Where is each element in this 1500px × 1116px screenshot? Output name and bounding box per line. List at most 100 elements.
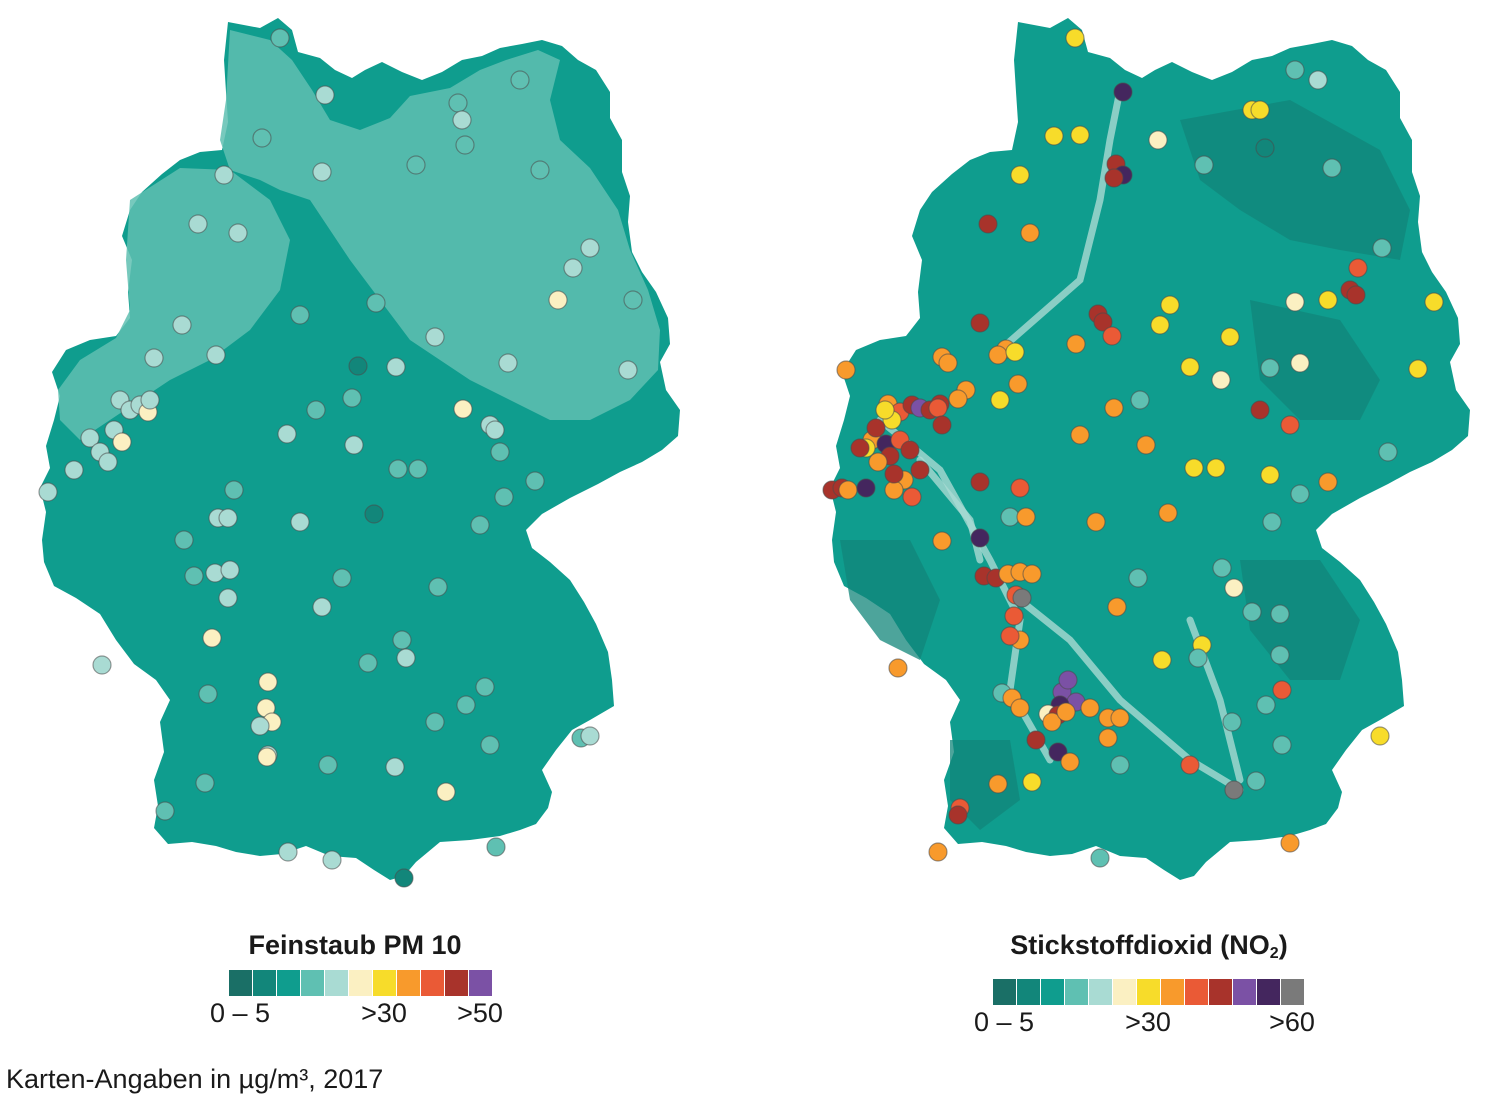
- measurement-station-marker: [1058, 670, 1078, 690]
- measurement-station-marker: [1066, 334, 1086, 354]
- no2-stations: [822, 28, 1444, 868]
- legend-swatch: [229, 970, 252, 996]
- measurement-station-marker: [332, 568, 352, 588]
- measurement-station-marker: [92, 655, 112, 675]
- measurement-station-marker: [486, 837, 506, 857]
- measurement-station-marker: [485, 420, 505, 440]
- legend-swatch: [301, 970, 324, 996]
- measurement-station-marker: [202, 628, 222, 648]
- measurement-station-marker: [1044, 126, 1064, 146]
- measurement-station-marker: [530, 160, 550, 180]
- measurement-station-marker: [1408, 359, 1428, 379]
- measurement-station-marker: [1060, 752, 1080, 772]
- no2-legend-title-text: Stickstoffdioxid (NO: [1010, 930, 1270, 960]
- measurement-station-marker: [436, 782, 456, 802]
- measurement-station-marker: [1136, 435, 1156, 455]
- measurement-station-marker: [1194, 155, 1214, 175]
- measurement-station-marker: [1010, 165, 1030, 185]
- measurement-station-marker: [406, 155, 426, 175]
- measurement-station-marker: [902, 487, 922, 507]
- measurement-station-marker: [1042, 712, 1062, 732]
- measurement-station-marker: [1290, 484, 1310, 504]
- measurement-station-marker: [1022, 772, 1042, 792]
- measurement-station-marker: [155, 801, 175, 821]
- measurement-station-marker: [970, 313, 990, 333]
- measurement-station-marker: [1260, 465, 1280, 485]
- measurement-station-marker: [188, 214, 208, 234]
- legend-swatch: [1017, 979, 1040, 1005]
- measurement-station-marker: [623, 290, 643, 310]
- pm10-legend-title-text: Feinstaub PM 10: [248, 930, 462, 960]
- measurement-station-marker: [494, 487, 514, 507]
- pm10-legend: Feinstaub PM 10 0 – 5 >30 >50: [210, 928, 503, 1030]
- legend-swatch: [1161, 979, 1184, 1005]
- measurement-station-marker: [1206, 458, 1226, 478]
- measurement-station-marker: [1098, 728, 1118, 748]
- measurement-station-marker: [1348, 258, 1368, 278]
- pm10-legend-colorbar: [229, 970, 493, 996]
- measurement-station-marker: [1212, 558, 1232, 578]
- legend-tick-label: >50: [457, 998, 503, 1028]
- measurement-station-marker: [218, 508, 238, 528]
- measurement-station-marker: [1080, 698, 1100, 718]
- measurement-station-marker: [218, 588, 238, 608]
- measurement-station-marker: [1093, 312, 1113, 332]
- measurement-station-marker: [470, 515, 490, 535]
- measurement-station-marker: [174, 530, 194, 550]
- measurement-station-marker: [1424, 292, 1444, 312]
- measurement-station-marker: [618, 360, 638, 380]
- no2-map-svg: [822, 18, 1470, 880]
- no2-legend-title-subscript: 2: [1269, 945, 1279, 962]
- measurement-station-marker: [228, 223, 248, 243]
- measurement-station-marker: [1160, 295, 1180, 315]
- measurement-station-marker: [978, 214, 998, 234]
- measurement-station-marker: [1260, 358, 1280, 378]
- measurement-station-marker: [1285, 292, 1305, 312]
- measurement-station-marker: [1026, 730, 1046, 750]
- measurement-station-marker: [38, 482, 58, 502]
- measurement-station-marker: [1022, 564, 1042, 584]
- measurement-station-marker: [1262, 512, 1282, 532]
- measurement-station-marker: [386, 357, 406, 377]
- measurement-station-marker: [1378, 442, 1398, 462]
- measurement-station-marker: [394, 868, 414, 888]
- measurement-station-marker: [548, 290, 568, 310]
- measurement-station-marker: [1255, 138, 1275, 158]
- low-concentration-area: [1250, 300, 1380, 420]
- measurement-station-marker: [1110, 755, 1130, 775]
- measurement-station-marker: [322, 850, 342, 870]
- measurement-station-marker: [348, 356, 368, 376]
- measurement-station-marker: [64, 460, 84, 480]
- measurement-station-marker: [366, 293, 386, 313]
- measurement-station-marker: [1184, 458, 1204, 478]
- measurement-station-marker: [140, 390, 160, 410]
- no2-legend: Stickstoffdioxid (NO2) 0 – 5 >30 >60: [974, 928, 1315, 1039]
- measurement-station-marker: [1000, 507, 1020, 527]
- measurement-station-marker: [250, 716, 270, 736]
- measurement-station-marker: [490, 442, 510, 462]
- measurement-station-marker: [1318, 472, 1338, 492]
- measurement-station-marker: [1005, 342, 1025, 362]
- measurement-station-marker: [277, 424, 297, 444]
- legend-swatch: [1065, 979, 1088, 1005]
- measurement-station-marker: [1020, 223, 1040, 243]
- measurement-station-marker: [452, 110, 472, 130]
- measurement-station-marker: [1211, 370, 1231, 390]
- measurement-station-marker: [1086, 512, 1106, 532]
- measurement-station-marker: [1130, 390, 1150, 410]
- measurement-station-marker: [1188, 648, 1208, 668]
- measurement-station-marker: [884, 464, 904, 484]
- measurement-station-marker: [1270, 604, 1290, 624]
- legend-swatch: [253, 970, 276, 996]
- measurement-station-marker: [1222, 712, 1242, 732]
- measurement-station-marker: [856, 478, 876, 498]
- legend-swatch: [1089, 979, 1112, 1005]
- measurement-station-marker: [1290, 353, 1310, 373]
- measurement-station-marker: [1346, 285, 1366, 305]
- measurement-station-marker: [510, 70, 530, 90]
- legend-swatch: [445, 970, 468, 996]
- no2-legend-ticks: 0 – 5 >30 >60: [974, 1005, 1315, 1039]
- pm10-light-region-north: [220, 30, 660, 420]
- legend-swatch: [277, 970, 300, 996]
- measurement-station-marker: [1012, 588, 1032, 608]
